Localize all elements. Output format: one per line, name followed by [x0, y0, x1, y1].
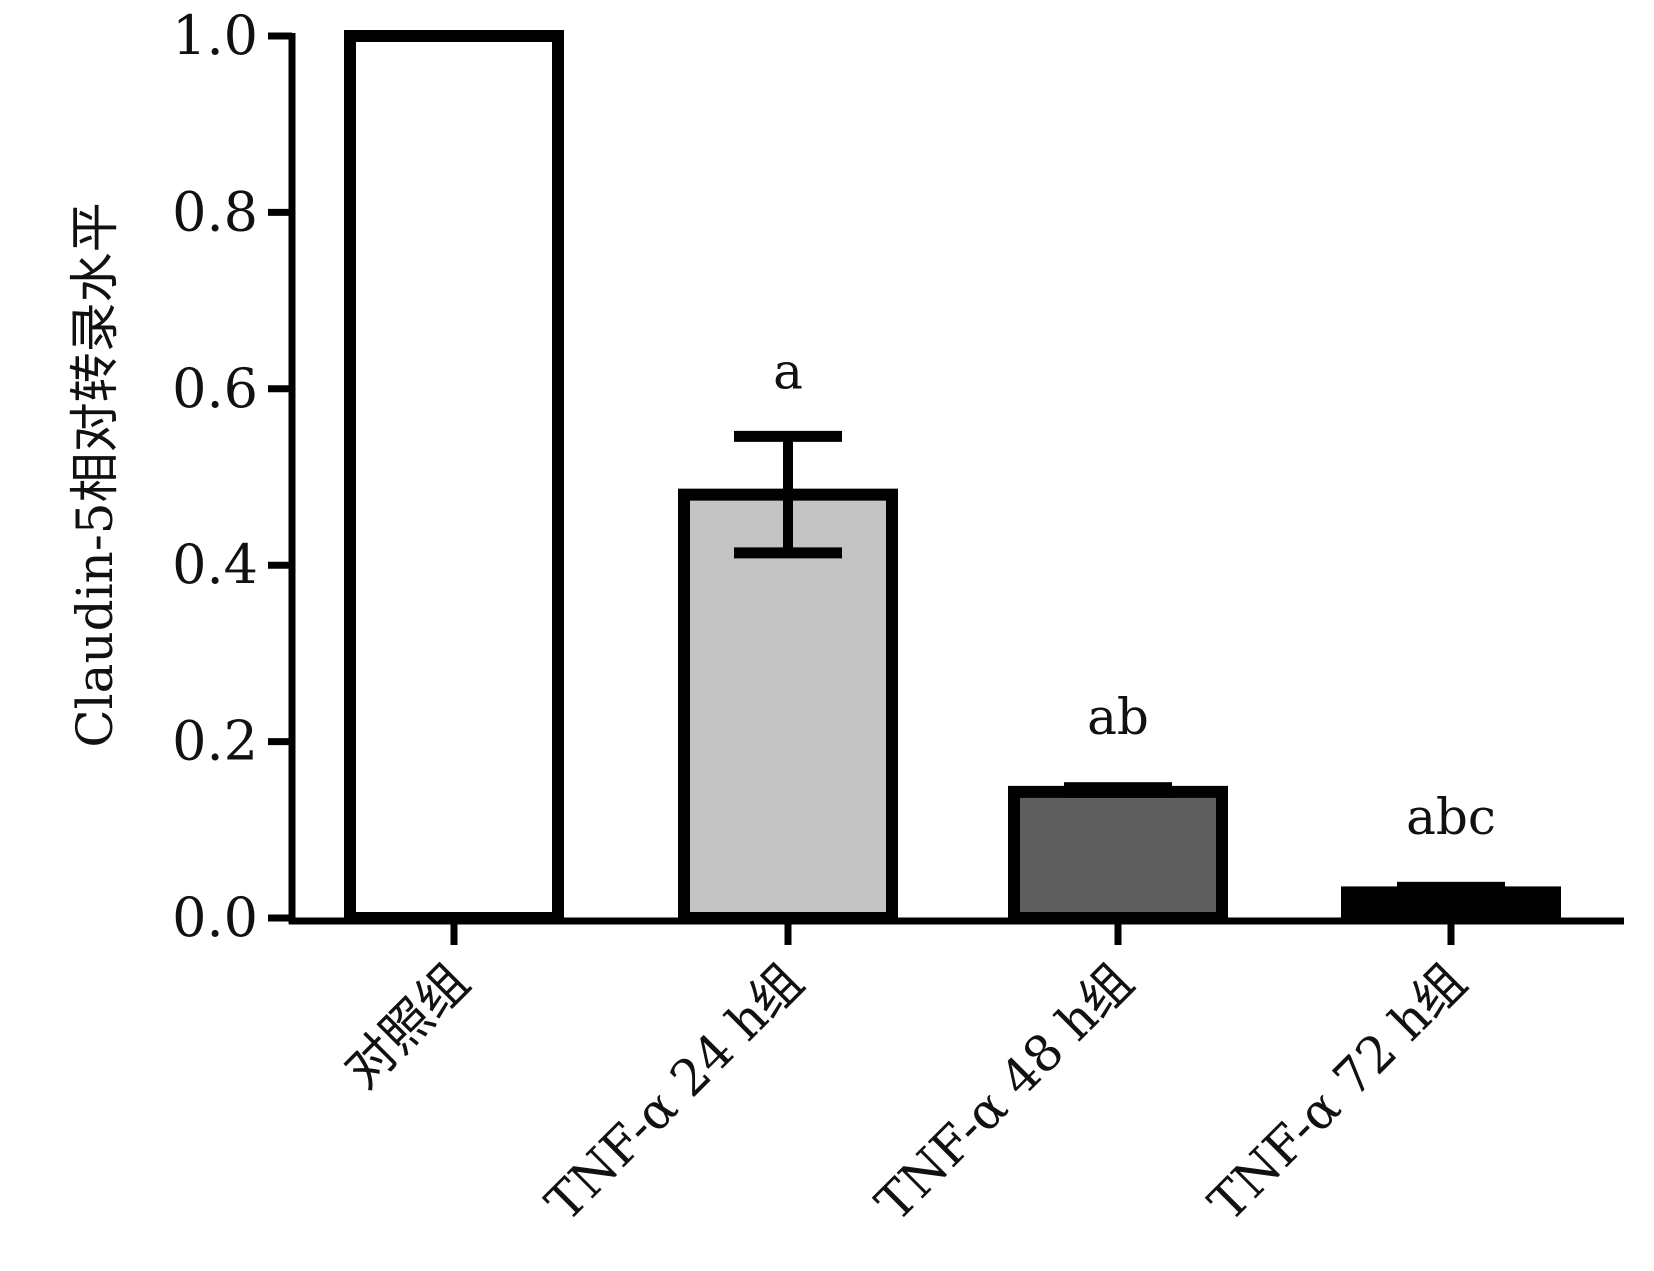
x-tick-label: 对照组	[333, 952, 480, 1099]
error-bar	[734, 430, 842, 559]
x-tick-label: TNF-α 72 h组	[1198, 952, 1478, 1232]
error-bar	[1397, 881, 1505, 899]
significance-label: abc	[1406, 788, 1496, 846]
y-tick-label: 0.4	[172, 533, 258, 596]
bar	[1008, 785, 1228, 925]
error-bar	[1064, 782, 1172, 798]
significance-label: ab	[1087, 688, 1149, 746]
y-tick-label: 0.8	[172, 180, 258, 243]
y-tick-label: 0.2	[172, 710, 258, 773]
x-tick-label: TNF-α 24 h组	[535, 952, 815, 1232]
y-tick-label: 1.0	[172, 4, 258, 67]
bar	[344, 30, 564, 924]
y-tick-label: 0.0	[172, 886, 258, 949]
y-axis-label: Claudin-5相对转录水平	[66, 202, 124, 747]
x-tick-label: TNF-α 48 h组	[865, 952, 1145, 1232]
significance-label: a	[773, 342, 803, 400]
y-tick-label: 0.6	[172, 357, 258, 420]
